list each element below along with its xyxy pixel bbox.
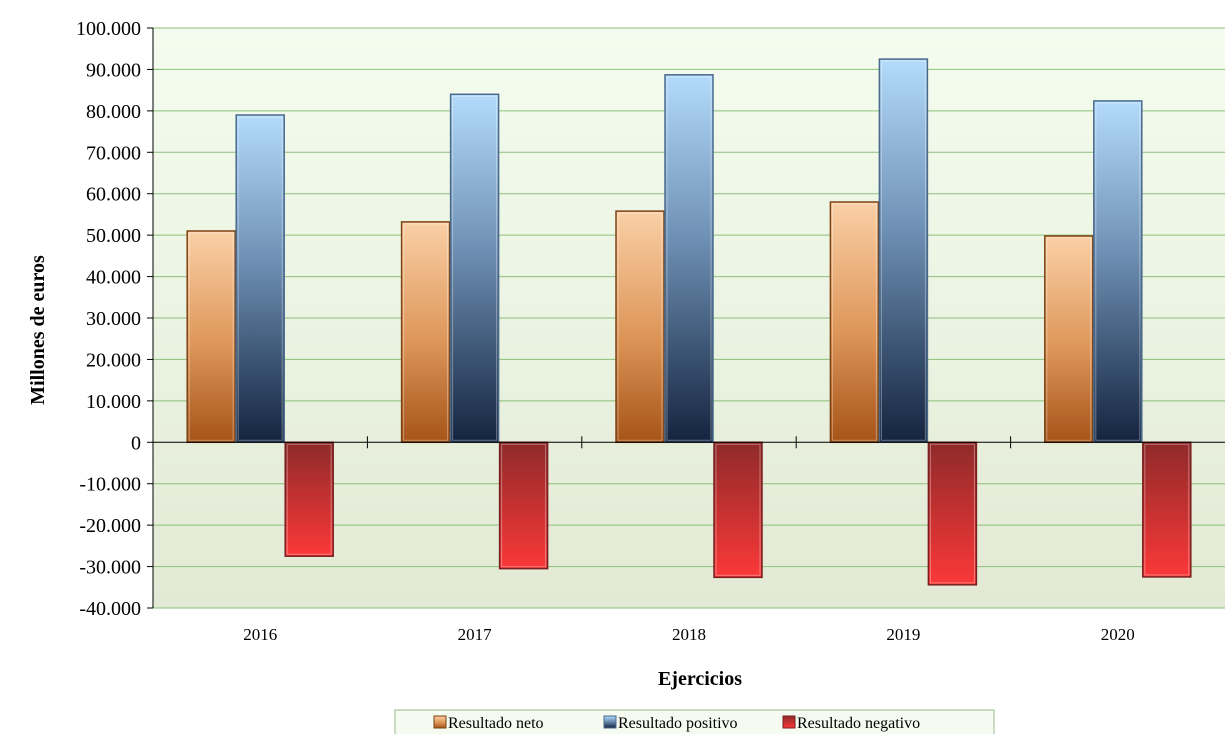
bar-resultado-positivo-2019: [878, 58, 929, 444]
y-tick-label: 30.000: [86, 308, 141, 330]
bar-bevel: [237, 116, 283, 441]
bar-bevel: [929, 443, 975, 584]
bar-bevel: [501, 443, 547, 568]
x-tick-label: 2016: [243, 625, 277, 644]
bar-resultado-negativo-2020: [1142, 441, 1192, 578]
y-tick-label: 40.000: [86, 267, 141, 289]
bar-bevel: [666, 76, 712, 441]
x-tick-labels: 2016 2017 2018 2019 2020: [243, 625, 1135, 644]
y-tick-label: 10.000: [86, 391, 141, 413]
bar-bevel: [715, 443, 761, 576]
bar-bevel: [1046, 237, 1092, 441]
bar-resultado-positivo-2018: [664, 74, 714, 444]
legend-swatch: [433, 715, 447, 729]
bar-bevel: [831, 203, 877, 441]
bar-resultado-neto-2020: [1044, 235, 1094, 444]
bar-bevel: [880, 60, 926, 441]
bar-resultado-neto-2018: [615, 210, 665, 444]
bar-bevel: [1095, 102, 1141, 441]
bar-resultado-positivo-2016: [235, 114, 285, 444]
y-tick-label: 0: [131, 432, 141, 454]
bar-bevel: [1144, 443, 1190, 576]
bar-resultado-negativo-2019: [927, 441, 978, 586]
y-tick-label: 50.000: [86, 225, 141, 247]
y-tick-label: 80.000: [86, 101, 141, 123]
bar-resultado-positivo-2020: [1093, 100, 1143, 444]
bar-bevel: [188, 232, 234, 441]
legend-swatch: [603, 715, 617, 729]
bar-resultado-neto-2017: [400, 221, 451, 444]
x-tick-label: 2018: [672, 625, 706, 644]
bar-bevel: [617, 212, 663, 441]
bar-bevel: [286, 443, 332, 555]
y-tick-label: 100.000: [76, 18, 141, 40]
y-tick-label: -10.000: [79, 474, 141, 496]
y-tick-label: -40.000: [79, 598, 141, 620]
y-tick-label: -30.000: [79, 557, 141, 579]
bar-bevel: [452, 95, 498, 441]
y-axis-title: Millones de euros: [27, 255, 49, 405]
bar-bevel: [403, 223, 449, 441]
legend-label: Resultado negativo: [797, 715, 920, 732]
bar-resultado-negativo-2017: [498, 441, 549, 570]
legend-swatch: [782, 715, 796, 729]
legend: Resultado neto Resultado positivo Resultad…: [394, 709, 995, 737]
bar-resultado-neto-2019: [829, 201, 880, 444]
x-tick-label: 2020: [1101, 625, 1135, 644]
legend-label: Resultado neto: [448, 715, 544, 732]
y-tick-label: -20.000: [79, 515, 141, 537]
bars: [186, 58, 1192, 586]
y-tick-label: 90.000: [86, 59, 141, 81]
y-tick-label: 60.000: [86, 184, 141, 206]
y-tick-labels: -40.000 -30.000 -20.000 -10.000 0 10.000 20.00…: [76, 18, 141, 620]
legend-box: [394, 709, 995, 737]
bar-resultado-negativo-2018: [713, 441, 763, 579]
y-tick-label: 70.000: [86, 142, 141, 164]
bar-resultado-neto-2016: [186, 230, 236, 444]
legend-label: Resultado positivo: [618, 715, 738, 732]
x-tick-label: 2017: [458, 625, 493, 644]
bar-resultado-positivo-2017: [449, 93, 500, 444]
y-tick-label: 20.000: [86, 349, 141, 371]
x-tick-label: 2019: [886, 625, 920, 644]
x-axis-title: Ejercicios: [658, 668, 742, 690]
axes: [147, 27, 1225, 609]
bar-resultado-negativo-2016: [284, 441, 334, 557]
